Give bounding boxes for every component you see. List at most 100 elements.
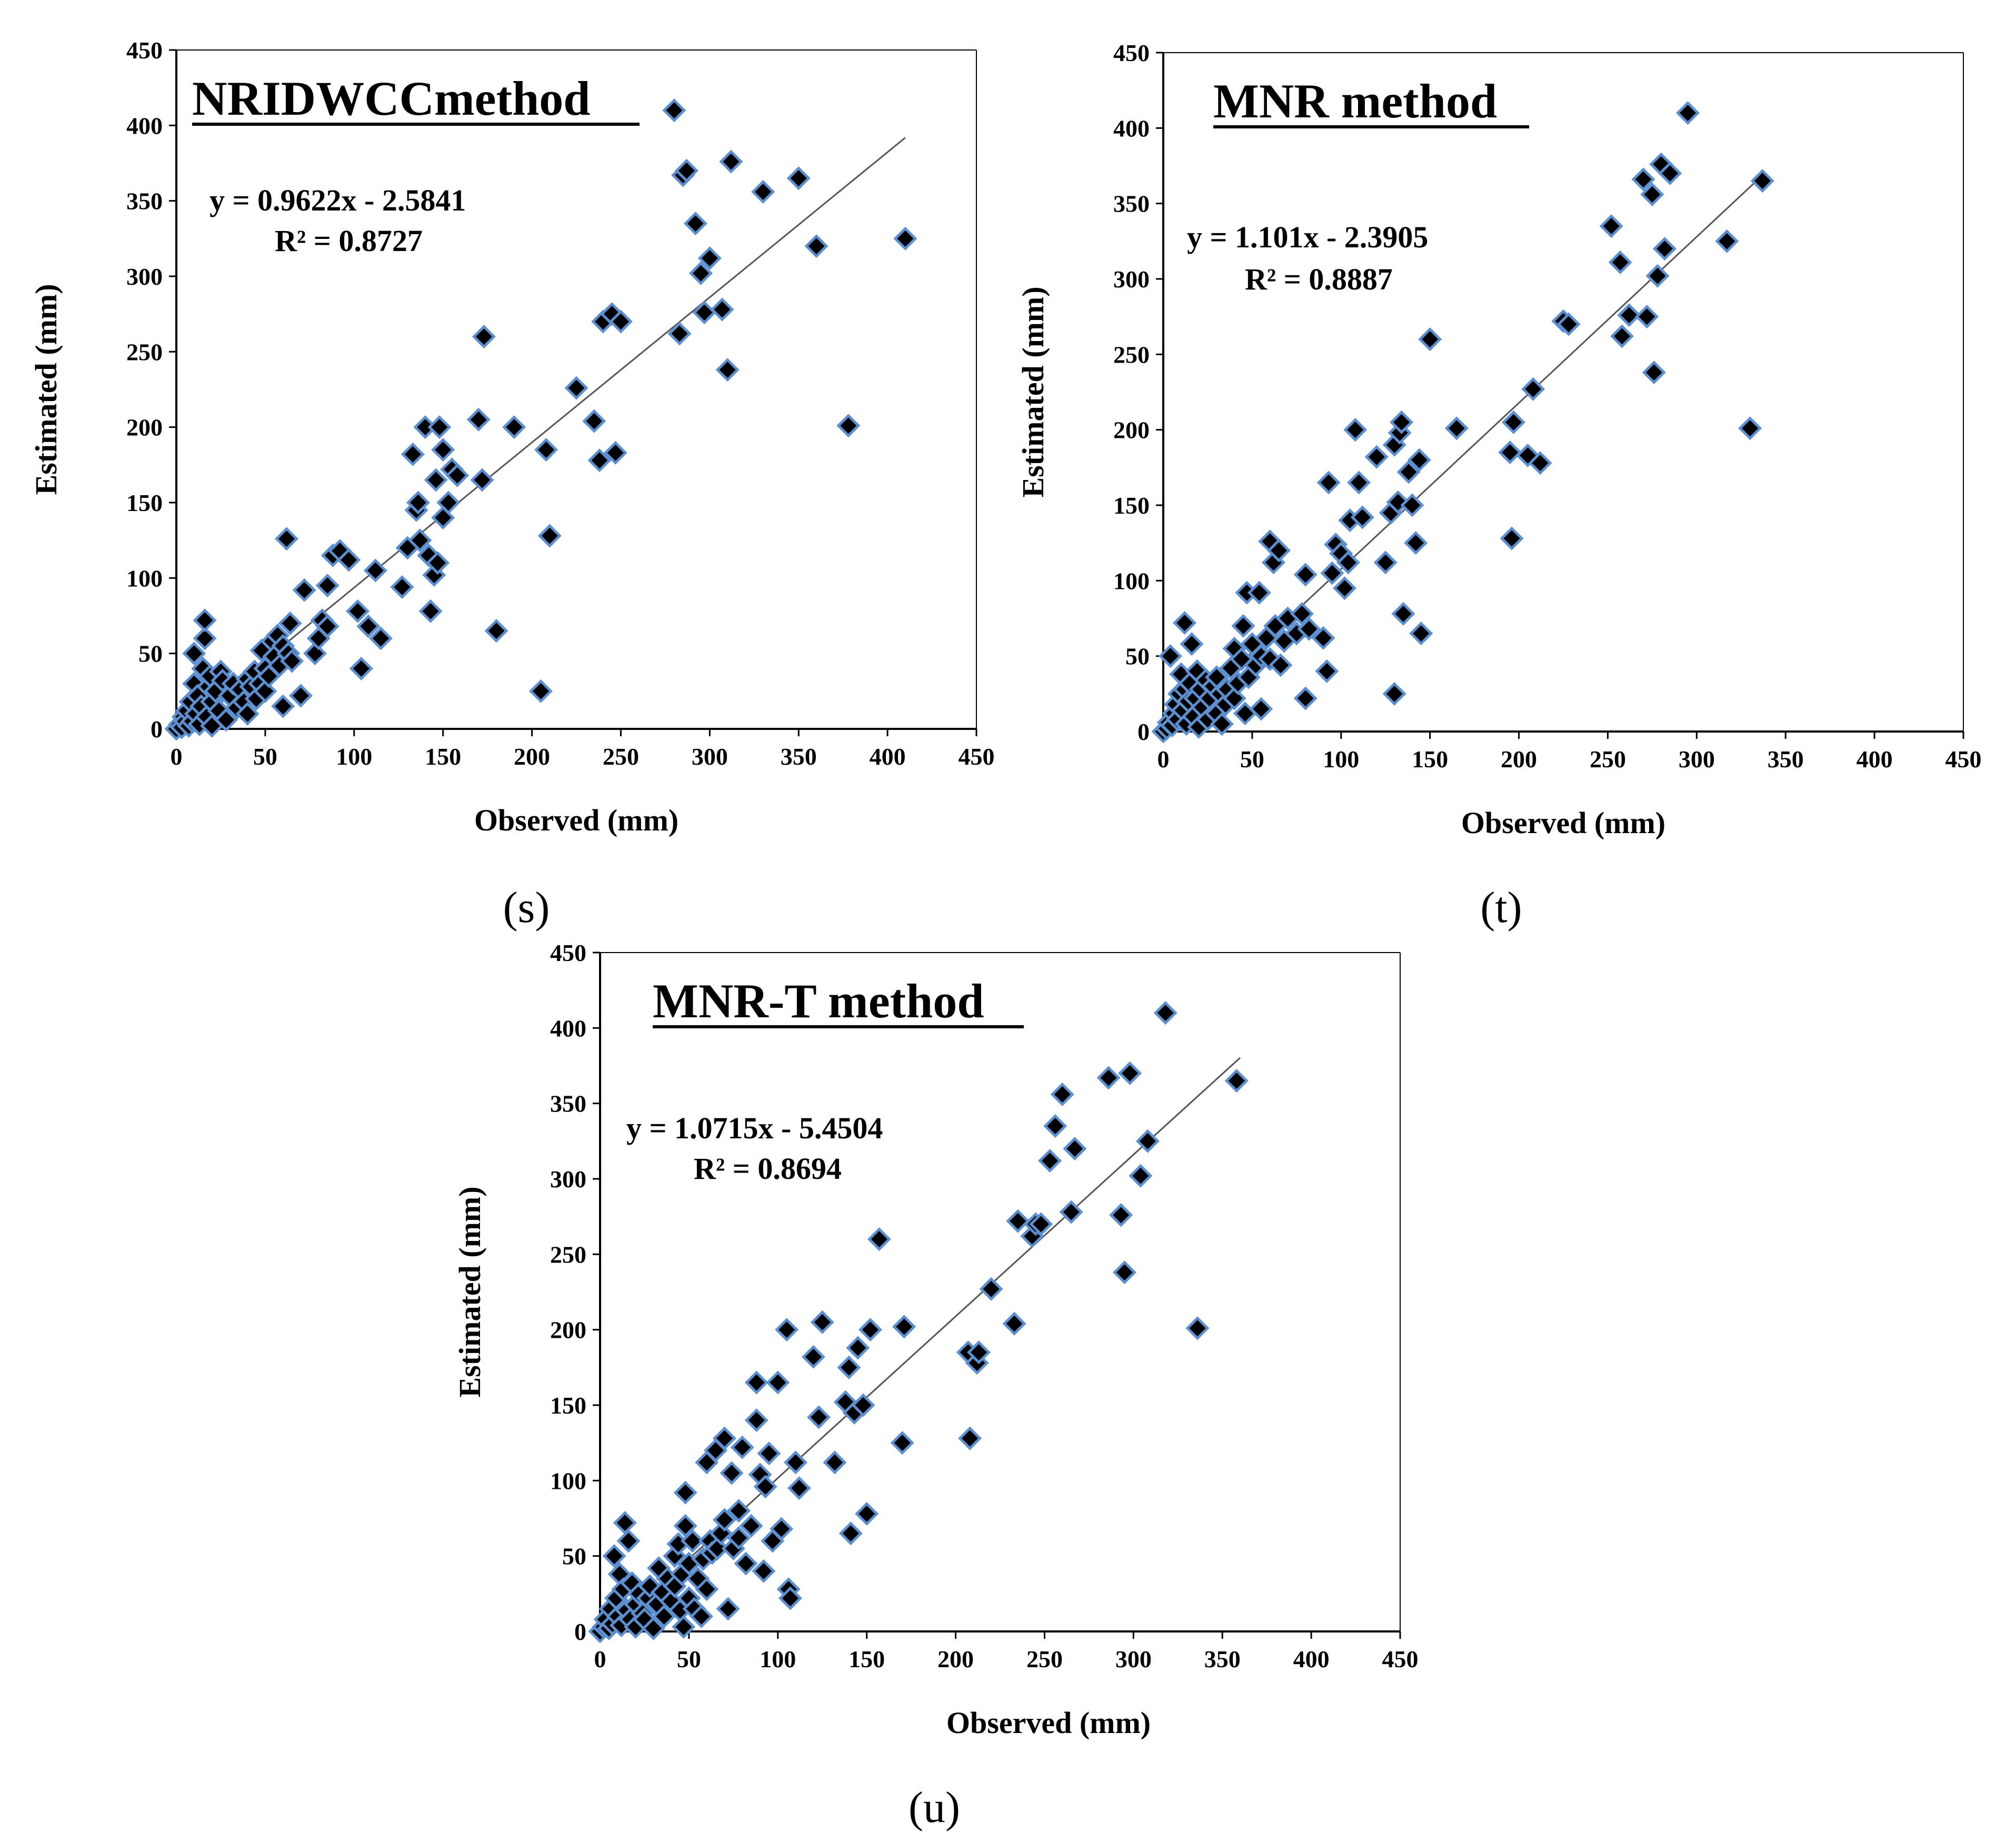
y-tick-label: 200 — [550, 1317, 586, 1344]
data-point — [418, 599, 443, 623]
subcaption: (u) — [909, 1783, 960, 1832]
data-point — [436, 490, 461, 515]
data-point — [1231, 614, 1255, 638]
x-tick-label: 400 — [1293, 1646, 1330, 1672]
data-point — [1610, 324, 1634, 348]
data-point — [368, 626, 393, 650]
data-point — [401, 442, 425, 466]
data-point — [1658, 161, 1682, 185]
data-point — [1109, 1203, 1133, 1227]
data-point — [720, 1461, 744, 1485]
data-point — [182, 642, 206, 666]
y-tick-label: 150 — [550, 1392, 586, 1419]
data-point — [804, 234, 829, 258]
x-tick-label: 300 — [692, 743, 728, 770]
data-point — [425, 551, 450, 575]
data-point — [253, 679, 277, 703]
data-point — [739, 1514, 763, 1538]
data-point — [806, 1405, 831, 1429]
x-tick-label: 100 — [760, 1646, 796, 1672]
y-tick-label: 350 — [126, 188, 163, 215]
y-tick-label: 150 — [126, 489, 163, 516]
data-point — [1096, 1066, 1121, 1090]
data-point — [839, 1521, 863, 1546]
data-point — [1297, 617, 1321, 641]
data-point — [274, 527, 298, 551]
data-point — [1631, 167, 1655, 192]
data-point — [349, 656, 373, 680]
data-point — [1556, 312, 1581, 336]
data-point — [214, 708, 238, 732]
data-point — [1118, 1061, 1142, 1085]
data-point — [683, 212, 707, 236]
x-tick-label: 400 — [870, 743, 906, 770]
data-point — [1247, 580, 1271, 605]
x-tick-label: 300 — [1115, 1646, 1152, 1672]
data-point — [673, 1514, 697, 1538]
data-point — [1498, 440, 1522, 465]
data-point — [752, 1559, 776, 1583]
data-point — [337, 548, 361, 572]
data-point — [1311, 626, 1335, 650]
data-point — [692, 301, 716, 325]
data-point — [712, 1508, 736, 1532]
data-point — [1500, 526, 1524, 550]
data-point — [193, 626, 217, 650]
y-tick-label: 450 — [126, 37, 163, 64]
trendline — [181, 137, 906, 730]
y-tick-label: 0 — [151, 716, 163, 743]
data-point — [484, 619, 508, 643]
y-tick-label: 200 — [1113, 417, 1150, 444]
data-point — [587, 448, 612, 473]
data-point — [1652, 237, 1677, 261]
y-tick-label: 50 — [562, 1543, 586, 1570]
data-point — [726, 1499, 751, 1523]
data-point — [1043, 1114, 1067, 1138]
data-point — [1158, 644, 1183, 668]
y-tick-label: 200 — [126, 414, 163, 441]
data-point — [662, 98, 686, 123]
data-point — [1050, 1082, 1074, 1107]
data-point — [867, 1227, 891, 1251]
x-tick-label: 100 — [336, 743, 372, 770]
data-point — [608, 309, 633, 334]
x-tick-label: 0 — [1157, 746, 1170, 773]
x-tick-label: 200 — [514, 743, 550, 770]
data-point — [846, 1336, 870, 1360]
data-point — [681, 1529, 705, 1553]
data-point — [775, 1318, 799, 1342]
data-point — [613, 1511, 637, 1535]
data-point — [1059, 1200, 1083, 1224]
chart-title: MNR-T method — [653, 974, 984, 1028]
data-point — [778, 1586, 802, 1610]
data-point — [235, 702, 260, 726]
y-tick-label: 300 — [1113, 266, 1150, 293]
data-point — [712, 1426, 736, 1450]
data-point — [1112, 1260, 1136, 1285]
x-tick-label: 350 — [1204, 1646, 1241, 1672]
data-point — [1336, 550, 1360, 575]
x-tick-label: 0 — [594, 1646, 606, 1672]
data-point — [823, 1450, 847, 1475]
data-point — [1738, 416, 1762, 440]
data-point — [744, 1408, 769, 1433]
y-tick-label: 450 — [1113, 39, 1150, 66]
data-point — [278, 611, 302, 635]
data-point — [1029, 1212, 1053, 1236]
data-point — [1528, 451, 1552, 475]
data-point — [801, 1345, 825, 1369]
data-point — [1645, 264, 1670, 288]
r-squared: R² = 0.8727 — [275, 224, 423, 258]
data-point — [424, 468, 448, 492]
data-point — [1002, 1311, 1026, 1336]
data-point — [1599, 214, 1623, 238]
data-point — [1418, 327, 1442, 352]
data-point — [345, 599, 370, 623]
data-point — [582, 409, 606, 433]
data-point — [1343, 418, 1368, 442]
data-point — [292, 578, 316, 602]
data-point — [466, 407, 491, 432]
data-point — [1006, 1209, 1030, 1233]
data-point — [427, 415, 452, 439]
x-tick-label: 150 — [425, 743, 461, 770]
